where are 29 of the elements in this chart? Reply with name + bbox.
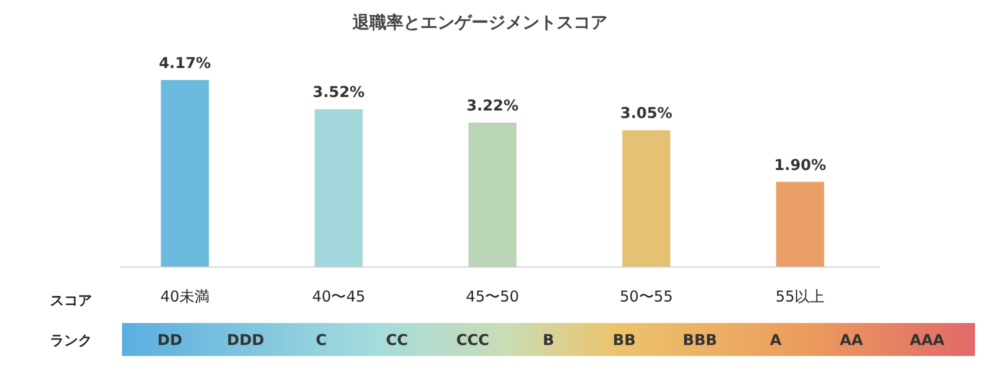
x-tick-label: 45〜50 — [466, 288, 520, 306]
text: BB — [612, 331, 636, 349]
data-label: 4.17% — [158, 54, 211, 72]
text: AA — [840, 331, 864, 349]
x-axis-title: スコア — [50, 293, 92, 309]
chart-title: 退職率とエンゲージメントスコア — [352, 13, 608, 33]
text: DDD — [226, 331, 264, 349]
x-tick-label: 55以上 — [776, 288, 825, 306]
text: CC — [386, 331, 408, 349]
text: C — [316, 331, 327, 349]
text: BBB — [682, 331, 718, 349]
bar — [468, 122, 516, 267]
text: AAA — [910, 331, 945, 349]
bar — [314, 109, 363, 267]
bar — [160, 80, 209, 267]
data-label: 3.22% — [466, 96, 519, 115]
text: CCC — [456, 331, 490, 349]
text: B — [542, 331, 554, 349]
x-tick-label: 40未満 — [160, 288, 210, 306]
bar — [622, 130, 670, 267]
data-label: 3.05% — [620, 104, 672, 122]
text: DD — [157, 331, 182, 349]
text: ランク — [50, 333, 92, 349]
x-tick-label: 50〜55 — [620, 288, 673, 306]
bar — [776, 182, 824, 267]
text: A — [770, 331, 782, 349]
data-label: 3.52% — [312, 83, 365, 102]
data-label: 1.90% — [774, 156, 826, 174]
x-tick-label: 40〜45 — [312, 288, 366, 306]
